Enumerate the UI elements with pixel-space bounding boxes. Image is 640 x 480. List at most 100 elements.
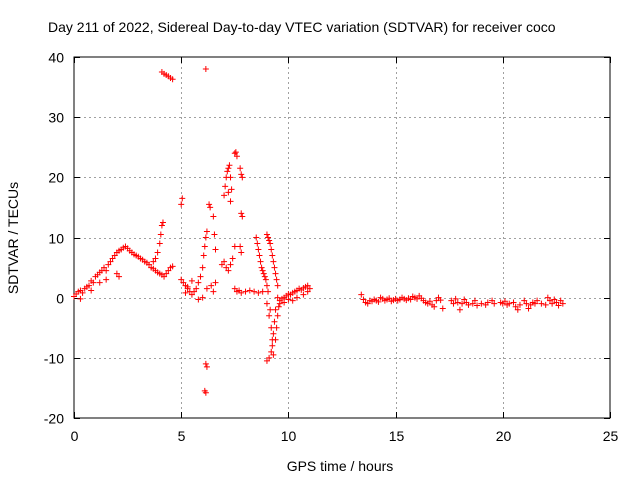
data-point bbox=[478, 300, 485, 307]
x-tick-label: 15 bbox=[389, 428, 405, 444]
data-point bbox=[431, 303, 438, 310]
data-point bbox=[107, 258, 114, 265]
data-point bbox=[512, 303, 519, 310]
data-point bbox=[239, 213, 246, 220]
data-point bbox=[293, 294, 300, 301]
data-point bbox=[195, 279, 202, 286]
data-point bbox=[484, 299, 491, 306]
data-point bbox=[165, 267, 172, 274]
data-point bbox=[304, 288, 311, 295]
data-point bbox=[469, 300, 476, 307]
data-point bbox=[263, 357, 270, 364]
data-point bbox=[225, 165, 232, 172]
data-point bbox=[375, 298, 382, 305]
data-point bbox=[191, 288, 198, 295]
data-point bbox=[289, 297, 296, 304]
data-point bbox=[491, 300, 498, 307]
data-point bbox=[266, 312, 273, 319]
data-point bbox=[439, 305, 446, 312]
data-point bbox=[103, 276, 110, 283]
data-point bbox=[523, 300, 530, 307]
data-point bbox=[239, 174, 246, 181]
data-point bbox=[450, 300, 457, 307]
data-point bbox=[88, 287, 95, 294]
data-point bbox=[516, 301, 523, 308]
data-point bbox=[180, 279, 187, 286]
data-point bbox=[414, 295, 421, 302]
data-point bbox=[77, 295, 84, 302]
data-point bbox=[238, 289, 245, 296]
data-point bbox=[306, 285, 313, 292]
data-point bbox=[304, 282, 311, 289]
data-point bbox=[276, 300, 283, 307]
x-tick-label: 0 bbox=[71, 428, 79, 444]
data-point bbox=[465, 301, 472, 308]
data-point bbox=[274, 282, 281, 289]
data-point bbox=[202, 389, 209, 396]
data-point bbox=[178, 201, 185, 208]
data-point bbox=[448, 297, 455, 304]
data-point bbox=[255, 289, 262, 296]
data-point bbox=[257, 258, 264, 265]
data-point bbox=[553, 299, 560, 306]
data-point bbox=[272, 306, 279, 313]
data-point bbox=[197, 273, 204, 280]
data-point bbox=[267, 240, 274, 247]
data-point bbox=[105, 261, 112, 268]
x-tick-label: 10 bbox=[281, 428, 297, 444]
data-point bbox=[364, 300, 371, 307]
data-point bbox=[202, 360, 209, 367]
data-point bbox=[116, 273, 123, 280]
data-point bbox=[538, 300, 545, 307]
data-point bbox=[452, 295, 459, 302]
data-point bbox=[202, 234, 209, 241]
data-point bbox=[254, 240, 261, 247]
data-point bbox=[227, 198, 234, 205]
data-point bbox=[263, 300, 270, 307]
data-point bbox=[79, 289, 86, 296]
data-point bbox=[263, 282, 270, 289]
data-point bbox=[208, 282, 215, 289]
x-tick-label: 5 bbox=[178, 428, 186, 444]
data-point bbox=[551, 296, 558, 303]
data-point bbox=[195, 296, 202, 303]
data-point bbox=[263, 231, 270, 238]
data-point bbox=[273, 276, 280, 283]
data-point bbox=[169, 263, 176, 270]
data-point bbox=[461, 296, 468, 303]
data-point bbox=[521, 297, 528, 304]
data-point bbox=[358, 291, 365, 298]
data-point bbox=[266, 237, 273, 244]
x-axis-label: GPS time / hours bbox=[287, 458, 394, 474]
data-point bbox=[270, 351, 277, 358]
data-point bbox=[269, 342, 276, 349]
data-point bbox=[386, 295, 393, 302]
data-point bbox=[237, 243, 244, 250]
data-point bbox=[501, 298, 508, 305]
plot-frame bbox=[73, 56, 611, 419]
data-markers bbox=[71, 66, 566, 396]
data-point bbox=[221, 258, 228, 265]
data-point bbox=[184, 283, 191, 290]
data-point bbox=[222, 183, 229, 190]
data-point bbox=[201, 243, 208, 250]
data-point bbox=[456, 306, 463, 313]
data-point bbox=[525, 305, 532, 312]
data-point bbox=[101, 264, 108, 271]
data-point bbox=[272, 270, 279, 277]
y-tick-label: -20 bbox=[44, 411, 64, 427]
data-point bbox=[269, 252, 276, 259]
data-point bbox=[242, 288, 249, 295]
data-point bbox=[267, 306, 274, 313]
data-point bbox=[103, 267, 110, 274]
data-point bbox=[200, 252, 207, 259]
data-point bbox=[261, 273, 268, 280]
data-point bbox=[223, 264, 230, 271]
data-point bbox=[557, 297, 564, 304]
chart-title: Day 211 of 2022, Sidereal Day-to-day VTE… bbox=[48, 19, 556, 35]
data-point bbox=[161, 273, 168, 280]
x-tick-label: 20 bbox=[496, 428, 512, 444]
data-point bbox=[274, 312, 281, 319]
data-point bbox=[218, 261, 225, 268]
